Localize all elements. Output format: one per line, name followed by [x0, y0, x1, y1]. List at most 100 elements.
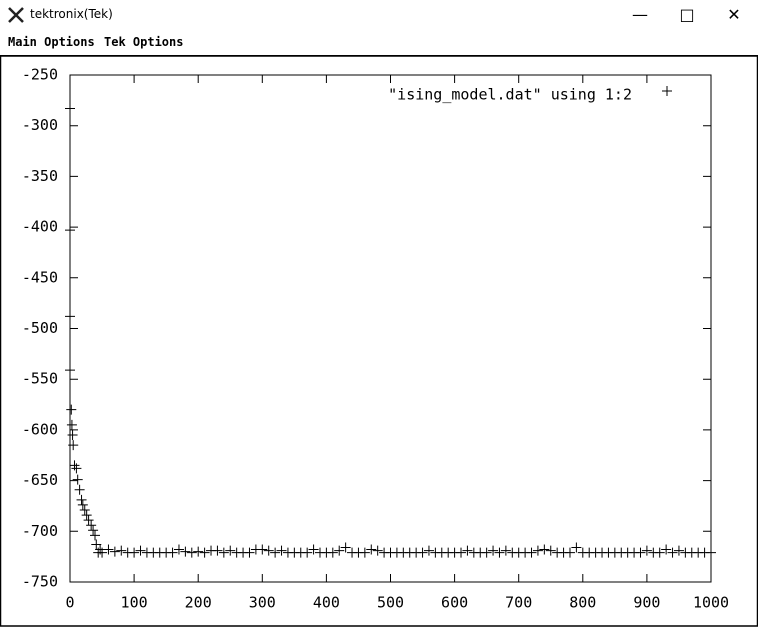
- point: [212, 545, 223, 556]
- point: [462, 545, 473, 556]
- point: [500, 545, 511, 556]
- point: [83, 515, 94, 526]
- point: [72, 474, 83, 485]
- point: [661, 544, 672, 555]
- window-title: tektronix(Tek): [30, 7, 113, 21]
- y-tick-label: -600: [22, 420, 58, 438]
- point: [167, 547, 178, 558]
- point: [359, 547, 370, 558]
- point: [673, 545, 684, 556]
- menu-item[interactable]: Main Options: [8, 35, 95, 49]
- point: [488, 545, 499, 556]
- point: [186, 547, 197, 558]
- point: [417, 547, 428, 558]
- point: [270, 547, 281, 558]
- x-tick-label: 200: [185, 594, 212, 612]
- y-tick-label: -450: [22, 268, 58, 286]
- point: [66, 419, 77, 430]
- point: [173, 544, 184, 555]
- point: [334, 545, 345, 556]
- point: [494, 547, 505, 558]
- minimize-button[interactable]: —: [632, 5, 648, 24]
- point: [103, 544, 114, 555]
- y-tick-label: -350: [22, 167, 58, 185]
- point: [706, 547, 716, 558]
- point: [116, 545, 127, 556]
- x-tick-label: 300: [249, 594, 276, 612]
- y-tick-label: -500: [22, 319, 58, 337]
- x-tick-label: 700: [505, 594, 532, 612]
- x-tick-label: 100: [121, 594, 148, 612]
- point: [74, 484, 85, 495]
- app-icon: [8, 7, 24, 23]
- point: [327, 547, 338, 558]
- x-tick-label: 800: [569, 594, 596, 612]
- point: [340, 542, 351, 553]
- point: [667, 547, 678, 558]
- point: [89, 530, 100, 541]
- x-tick-label: 1000: [693, 594, 729, 612]
- y-tick-label: -750: [22, 573, 58, 591]
- point: [79, 505, 90, 516]
- point: [456, 547, 467, 558]
- y-tick-label: -300: [22, 116, 58, 134]
- close-button[interactable]: ✕: [727, 5, 741, 24]
- point: [109, 546, 120, 557]
- point: [91, 539, 102, 550]
- x-tick-label: 0: [65, 594, 74, 612]
- x-tick-label: 400: [313, 594, 340, 612]
- point: [67, 429, 78, 440]
- point: [135, 545, 146, 556]
- y-tick-label: -400: [22, 218, 58, 236]
- point: [68, 440, 79, 451]
- point: [641, 545, 652, 556]
- plot-window-frame: [0, 56, 758, 627]
- point: [308, 544, 319, 555]
- x-tick-label: 900: [633, 594, 660, 612]
- point: [65, 103, 75, 114]
- x-tick-label: 600: [441, 594, 468, 612]
- title-bar: tektronix(Tek) — □ ✕: [0, 0, 758, 30]
- legend-label: "ising_model.dat" using 1:2: [388, 86, 632, 104]
- point: [539, 544, 550, 555]
- y-tick-label: -650: [22, 471, 58, 489]
- point: [97, 547, 108, 558]
- point: [81, 510, 92, 521]
- point: [88, 525, 99, 536]
- point: [65, 311, 75, 322]
- point: [564, 547, 575, 558]
- point: [276, 545, 287, 556]
- legend-marker: [662, 86, 672, 96]
- point: [532, 545, 543, 556]
- point: [526, 547, 537, 558]
- point: [199, 547, 210, 558]
- point: [366, 544, 377, 555]
- point: [244, 547, 255, 558]
- point: [66, 404, 77, 415]
- menu-item[interactable]: Tek Options: [104, 35, 184, 49]
- point: [654, 547, 665, 558]
- point: [372, 545, 383, 556]
- point: [71, 463, 82, 474]
- point: [218, 547, 229, 558]
- point: [129, 547, 140, 558]
- x-tick-label: 500: [377, 594, 404, 612]
- point: [481, 547, 492, 558]
- y-tick-label: -700: [22, 522, 58, 540]
- maximize-button[interactable]: □: [679, 5, 695, 24]
- point: [86, 520, 97, 531]
- point: [263, 545, 274, 556]
- y-tick-label: -250: [22, 66, 58, 84]
- point: [257, 544, 268, 555]
- point: [545, 545, 556, 556]
- point: [635, 547, 646, 558]
- point: [225, 545, 236, 556]
- point: [302, 547, 313, 558]
- y-tick-label: -550: [22, 370, 58, 388]
- point: [193, 546, 204, 557]
- point: [77, 499, 88, 510]
- chart: "ising_model.dat" using 1:2 -250 -300 -350…: [0, 56, 758, 627]
- point: [180, 546, 191, 557]
- point: [65, 225, 75, 236]
